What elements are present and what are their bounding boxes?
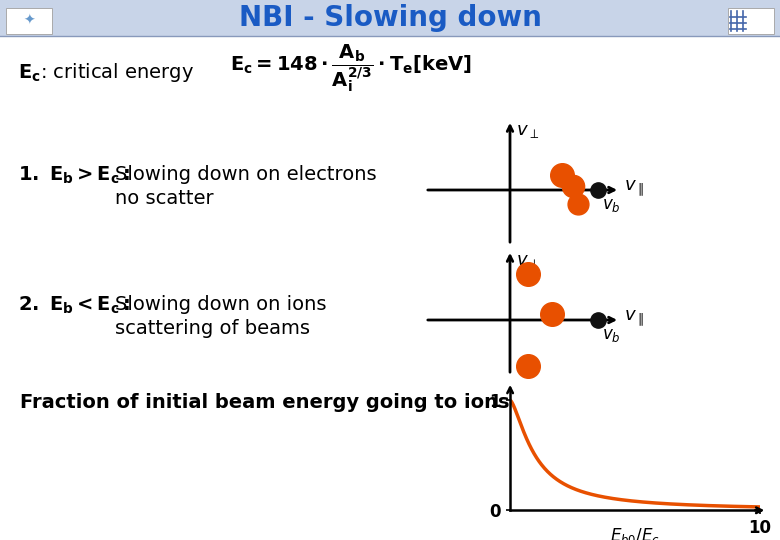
Text: Slowing down on ions: Slowing down on ions [115, 295, 327, 314]
Text: $E_{b0}/E_c$: $E_{b0}/E_c$ [610, 526, 660, 540]
Text: $v_\parallel$: $v_\parallel$ [624, 178, 643, 198]
Text: Slowing down on electrons: Slowing down on electrons [115, 165, 377, 185]
Text: $v_\parallel$: $v_\parallel$ [624, 308, 643, 328]
Text: $\mathbf{E_c = 148 \cdot \dfrac{A_b}{A_i^{2/3}} \cdot T_e[keV]}$: $\mathbf{E_c = 148 \cdot \dfrac{A_b}{A_i… [230, 42, 472, 94]
Bar [0, 0, 780, 36]
Text: $v_\perp$: $v_\perp$ [516, 122, 539, 140]
Text: NBI - Slowing down: NBI - Slowing down [239, 4, 541, 32]
Text: $v_b$: $v_b$ [602, 196, 621, 214]
Text: $v_\perp$: $v_\perp$ [516, 252, 539, 270]
Text: scattering of beams: scattering of beams [115, 319, 310, 338]
Text: $\mathbf{E_c}$: critical energy: $\mathbf{E_c}$: critical energy [18, 60, 194, 84]
FancyBboxPatch shape [6, 8, 52, 34]
Text: $\mathbf{2.\ E_b{<}E_c{:}}$: $\mathbf{2.\ E_b{<}E_c{:}}$ [18, 294, 130, 316]
Text: ✦: ✦ [23, 14, 35, 28]
FancyBboxPatch shape [728, 8, 774, 34]
Text: $\mathbf{1.\ E_b{>}E_c{:}}$: $\mathbf{1.\ E_b{>}E_c{:}}$ [18, 164, 130, 186]
Text: Fraction of initial beam energy going to ions.: Fraction of initial beam energy going to… [20, 393, 517, 411]
Text: $v_b$: $v_b$ [602, 326, 621, 344]
Text: no scatter: no scatter [115, 188, 214, 207]
